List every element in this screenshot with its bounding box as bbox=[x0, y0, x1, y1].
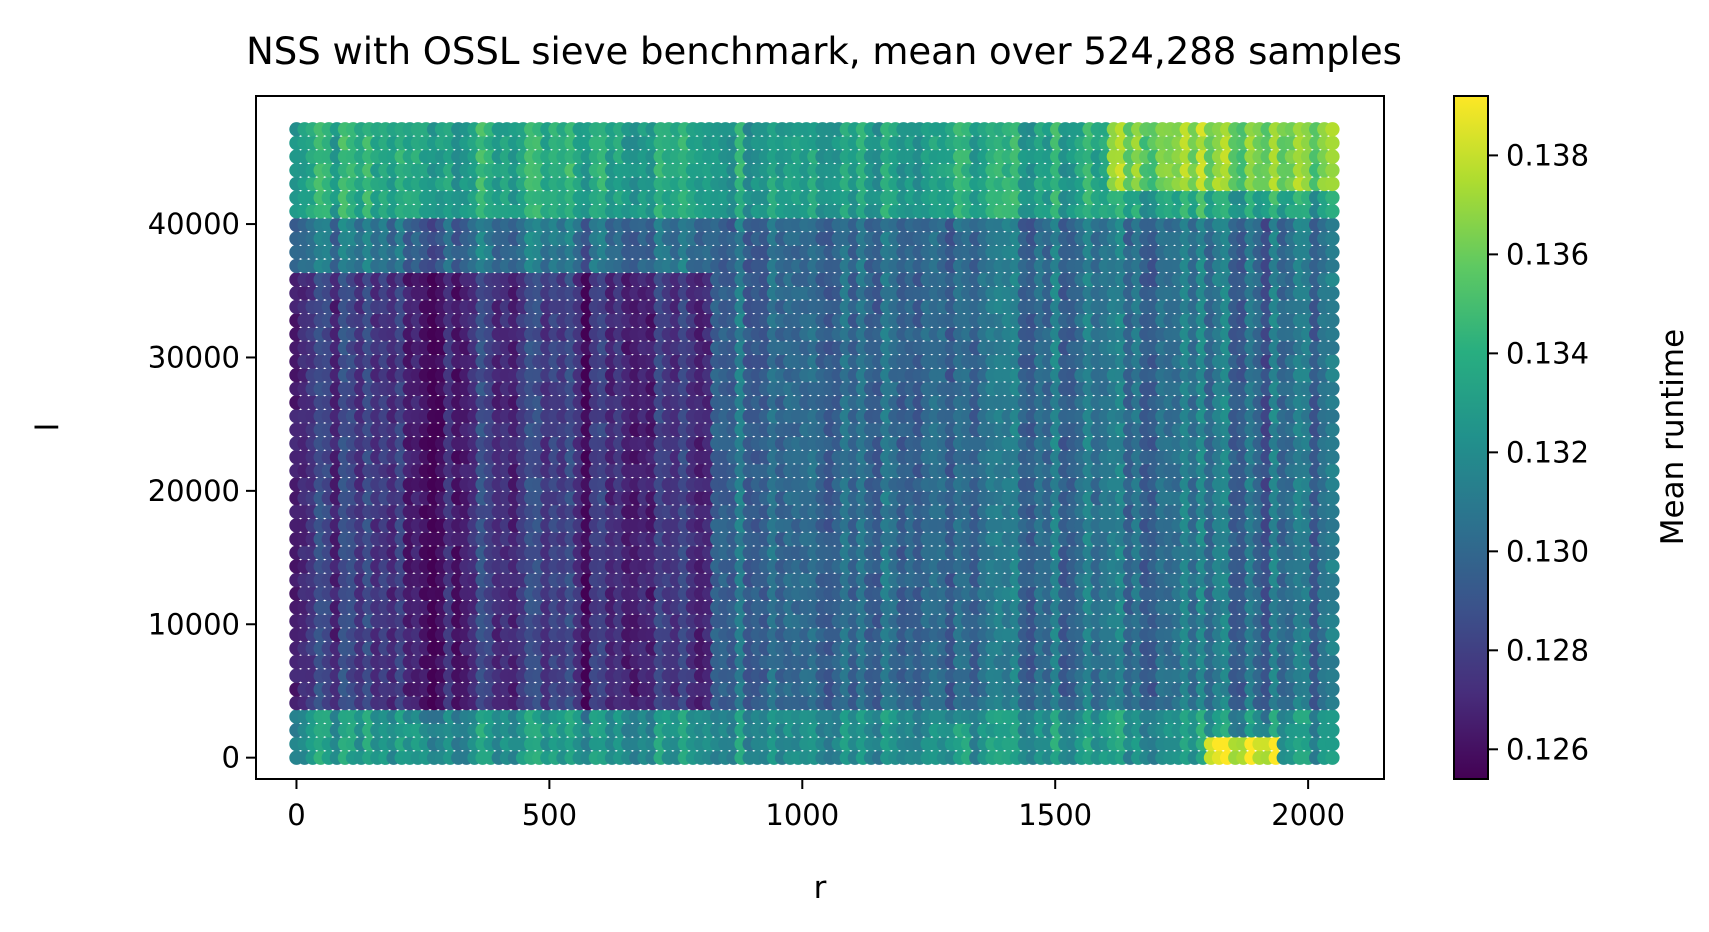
plot-area bbox=[255, 95, 1385, 780]
chart-title: NSS with OSSL sieve benchmark, mean over… bbox=[246, 30, 1402, 73]
scatter-points bbox=[289, 122, 1340, 765]
